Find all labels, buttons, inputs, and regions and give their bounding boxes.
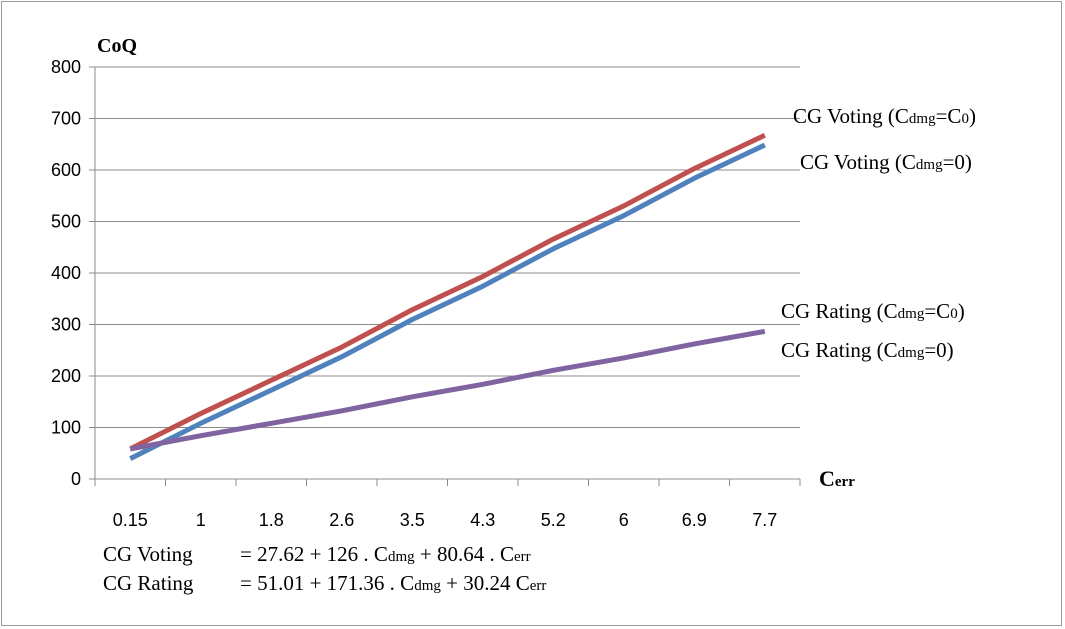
x-axis-label: Cerr	[819, 466, 855, 491]
x-tick-label: 2.6	[329, 510, 354, 530]
y-tick-label: 100	[51, 418, 81, 438]
series-annotations: CG Voting (Cdmg=C0) CG Voting (Cdmg=0) C…	[781, 104, 976, 362]
y-tick-label: 800	[51, 57, 81, 77]
x-tick-label: 7.7	[752, 510, 777, 530]
series-lines	[130, 135, 765, 458]
gridlines	[95, 67, 800, 428]
equation-cg-voting-rhs: = 27.62 + 126 . Cdmg + 80.64 . Cerr	[240, 542, 531, 566]
x-tick-label: 1	[196, 510, 206, 530]
y-tick-labels: 0 100 200 300 400 500 600 700 800	[51, 57, 81, 489]
equation-cg-voting-lhs: CG Voting	[103, 542, 193, 566]
x-tick-label: 1.8	[259, 510, 284, 530]
y-tick-label: 500	[51, 212, 81, 232]
y-tick-label: 200	[51, 366, 81, 386]
x-tick-label: 4.3	[470, 510, 495, 530]
y-tick-label: 400	[51, 263, 81, 283]
annotation-cg-voting-0: CG Voting (Cdmg=0)	[800, 150, 972, 174]
annotation-cg-rating-c0: CG Rating (Cdmg=C0)	[781, 299, 965, 323]
x-tick-label: 3.5	[400, 510, 425, 530]
y-axis-label: CoQ	[97, 35, 137, 57]
annotation-cg-voting-c0: CG Voting (Cdmg=C0)	[793, 104, 976, 128]
y-tick-label: 600	[51, 160, 81, 180]
series-line-1	[130, 135, 765, 449]
x-tick-label: 6.9	[682, 510, 707, 530]
x-tick-labels: 0.15 1 1.8 2.6 3.5 4.3 5.2 6 6.9 7.7	[113, 510, 778, 530]
equation-cg-rating-rhs: = 51.01 + 171.36 . Cdmg + 30.24 Cerr	[240, 571, 546, 595]
y-tick-label: 700	[51, 109, 81, 129]
series-line-0	[130, 145, 765, 459]
equations: CG Voting = 27.62 + 126 . Cdmg + 80.64 .…	[103, 542, 546, 595]
x-tick-label: 0.15	[113, 510, 148, 530]
y-tick-label: 0	[71, 469, 81, 489]
x-tick-label: 6	[619, 510, 629, 530]
series-line-3	[130, 331, 765, 449]
x-tick-label: 5.2	[541, 510, 566, 530]
y-tick-label: 300	[51, 315, 81, 335]
equation-cg-rating-lhs: CG Rating	[103, 571, 194, 595]
annotation-cg-rating-0: CG Rating (Cdmg=0)	[781, 338, 954, 362]
